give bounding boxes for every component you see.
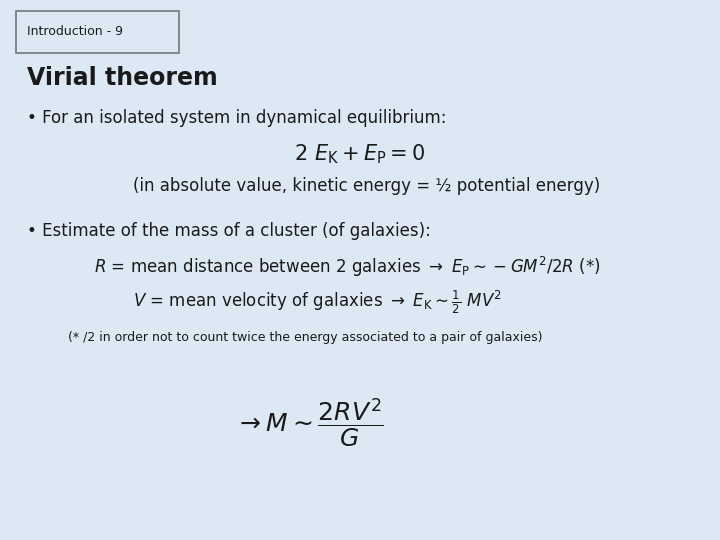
- Text: Virial theorem: Virial theorem: [27, 66, 218, 90]
- Text: (* /2 in order not to count twice the energy associated to a pair of galaxies): (* /2 in order not to count twice the en…: [68, 331, 543, 344]
- Text: $V$ = mean velocity of galaxies $\rightarrow\ E_{\mathrm{K}} \sim \frac{1}{2}\ M: $V$ = mean velocity of galaxies $\righta…: [133, 289, 502, 316]
- Text: $2\ E_{\mathrm{K}} + E_{\mathrm{P}} = 0$: $2\ E_{\mathrm{K}} + E_{\mathrm{P}} = 0$: [294, 142, 426, 166]
- Text: Introduction - 9: Introduction - 9: [27, 25, 123, 38]
- FancyBboxPatch shape: [16, 11, 179, 53]
- Text: $R$ = mean distance between 2 galaxies $\rightarrow\ E_{\mathrm{P}} \sim -GM^2/2: $R$ = mean distance between 2 galaxies $…: [94, 255, 600, 279]
- Text: • For an isolated system in dynamical equilibrium:: • For an isolated system in dynamical eq…: [27, 109, 447, 127]
- Text: $\rightarrow M \sim \dfrac{2RV^2}{G}$: $\rightarrow M \sim \dfrac{2RV^2}{G}$: [235, 397, 384, 450]
- Text: (in absolute value, kinetic energy = ½ potential energy): (in absolute value, kinetic energy = ½ p…: [133, 177, 600, 195]
- Text: • Estimate of the mass of a cluster (of galaxies):: • Estimate of the mass of a cluster (of …: [27, 222, 431, 240]
